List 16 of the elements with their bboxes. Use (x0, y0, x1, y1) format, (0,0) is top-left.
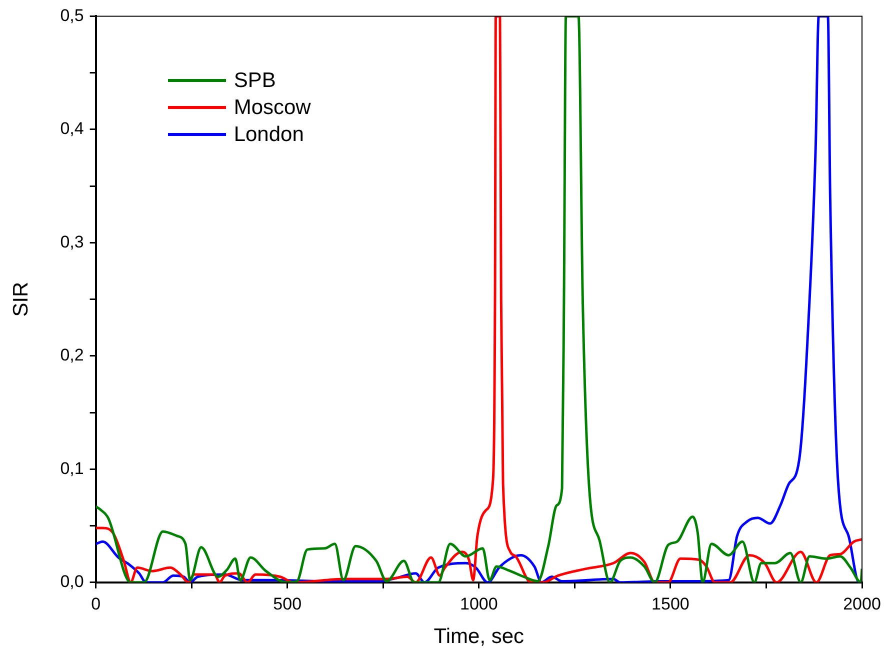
x-tick-label: 2000 (843, 594, 881, 614)
x-axis-title: Time, sec (434, 625, 524, 648)
y-tick-label: 0,1 (60, 458, 84, 478)
x-tick-label: 1000 (460, 594, 498, 614)
x-tick-label: 500 (273, 594, 302, 614)
y-tick-label: 0,3 (60, 232, 84, 252)
x-tick-label: 1500 (652, 594, 690, 614)
y-tick-label: 0,4 (60, 119, 84, 138)
legend-label: Moscow (234, 95, 311, 120)
y-tick-label: 0,2 (60, 346, 84, 365)
legend-label: London (234, 122, 304, 148)
y-axis-title: SIR (9, 282, 32, 317)
legend-label: SPB (234, 68, 276, 94)
y-tick-label: 0,5 (60, 6, 84, 25)
x-tick-label: 0 (91, 594, 101, 614)
y-tick-label: 0,0 (60, 572, 84, 592)
